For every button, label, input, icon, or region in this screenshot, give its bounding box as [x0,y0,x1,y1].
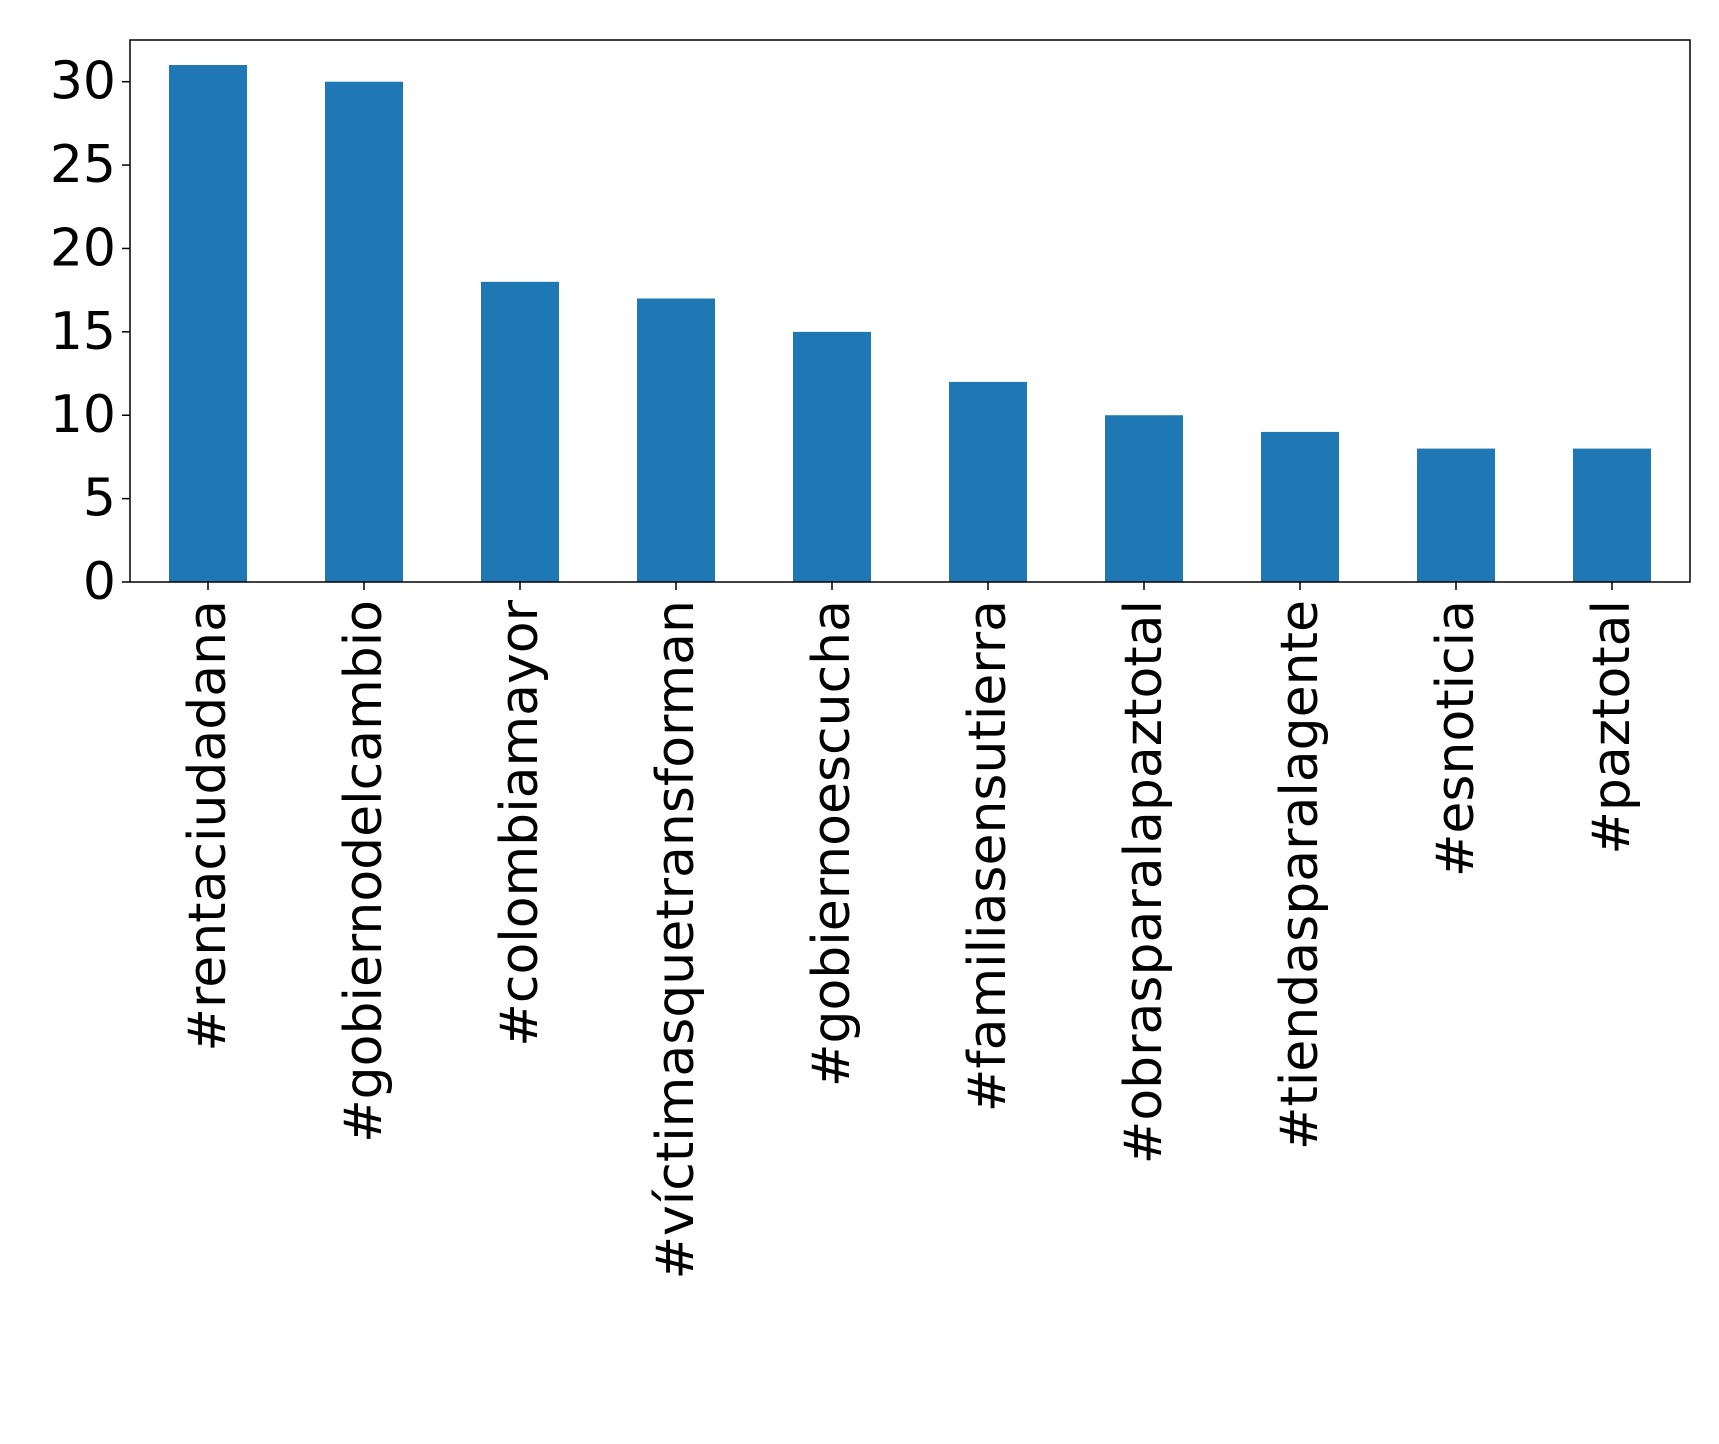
x-axis-ticks: #rentaciudadana #gobiernodelcambio #colomb… [178,582,1642,1280]
bar-víctimasquetransforman [637,298,715,582]
bar-colombiamayor [481,281,559,582]
x-tick-label: #obrasparalapaztotal [1114,600,1174,1164]
bar-paztotal [1573,448,1651,582]
y-tick-label: 10 [50,385,116,445]
y-tick-label: 15 [50,302,116,362]
x-tick-label: #tiendasparalagente [1270,600,1330,1150]
x-tick-label: #esnoticia [1426,600,1486,877]
bar-gobiernodelcambio [325,81,403,582]
x-tick-label: #colombiamayor [490,599,550,1046]
bar-obrasparalapaztotal [1105,415,1183,582]
x-tick-label: #gobiernoescucha [802,600,862,1087]
x-tick-label: #gobiernodelcambio [334,600,394,1143]
x-tick-label: #rentaciudadana [178,600,238,1052]
bar-gobiernoescucha [793,331,871,582]
y-axis-ticks: 0 5 10 15 20 25 30 [50,52,130,612]
x-tick-label: #víctimasquetransforman [646,600,706,1280]
y-tick-label: 0 [83,552,116,612]
y-tick-label: 5 [83,469,116,529]
y-tick-label: 25 [50,135,116,195]
bar-rentaciudadana [169,65,247,582]
y-tick-label: 20 [50,218,116,278]
bar-esnoticia [1417,448,1495,582]
bars-group [169,65,1651,582]
y-tick-label: 30 [50,52,116,112]
plot-frame [129,39,1691,583]
x-tick-label: #paztotal [1582,600,1642,855]
bar-tiendasparalagente [1261,431,1339,582]
bar-familiasensutierra [949,381,1027,582]
x-tick-label: #familiasensutierra [958,600,1018,1112]
